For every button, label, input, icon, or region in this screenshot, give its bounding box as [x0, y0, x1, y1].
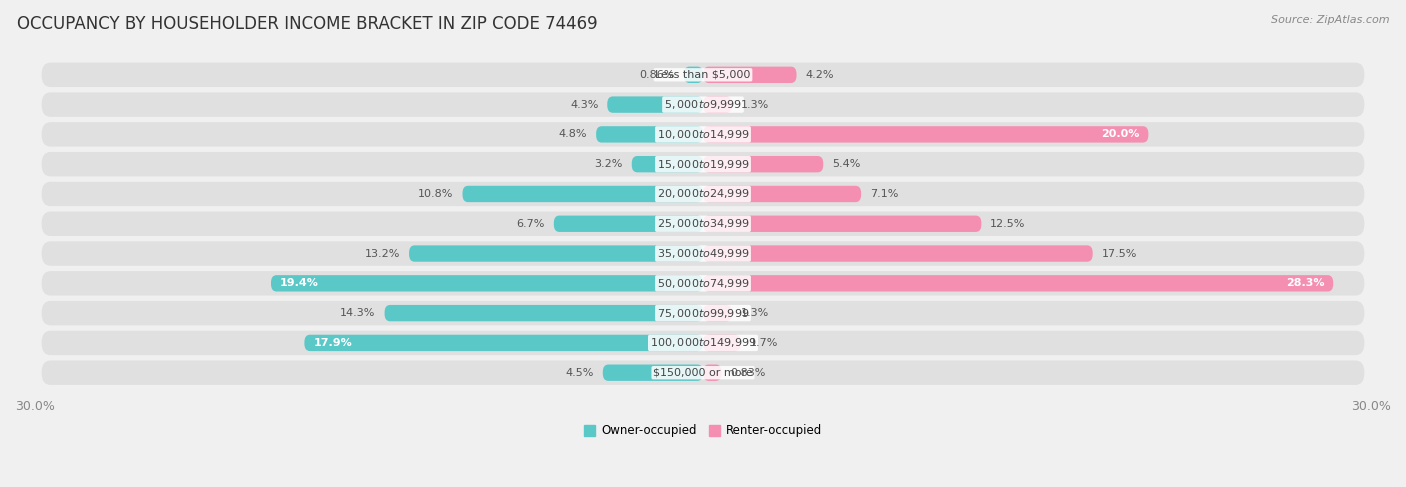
FancyBboxPatch shape: [703, 216, 981, 232]
Text: $10,000 to $14,999: $10,000 to $14,999: [657, 128, 749, 141]
FancyBboxPatch shape: [409, 245, 703, 262]
Text: 17.5%: 17.5%: [1102, 248, 1137, 259]
FancyBboxPatch shape: [42, 271, 1364, 296]
Text: 6.7%: 6.7%: [516, 219, 546, 229]
Text: $50,000 to $74,999: $50,000 to $74,999: [657, 277, 749, 290]
FancyBboxPatch shape: [631, 156, 703, 172]
Text: 5.4%: 5.4%: [832, 159, 860, 169]
FancyBboxPatch shape: [703, 275, 1333, 292]
Text: 19.4%: 19.4%: [280, 279, 319, 288]
Text: 4.2%: 4.2%: [806, 70, 834, 80]
Text: $75,000 to $99,999: $75,000 to $99,999: [657, 307, 749, 319]
FancyBboxPatch shape: [42, 301, 1364, 325]
Text: Less than $5,000: Less than $5,000: [655, 70, 751, 80]
FancyBboxPatch shape: [42, 211, 1364, 236]
FancyBboxPatch shape: [703, 186, 860, 202]
FancyBboxPatch shape: [703, 245, 1092, 262]
FancyBboxPatch shape: [703, 156, 824, 172]
Text: $25,000 to $34,999: $25,000 to $34,999: [657, 217, 749, 230]
Text: 4.3%: 4.3%: [569, 100, 599, 110]
Text: 4.5%: 4.5%: [565, 368, 593, 378]
FancyBboxPatch shape: [703, 67, 797, 83]
FancyBboxPatch shape: [463, 186, 703, 202]
Text: 1.7%: 1.7%: [749, 338, 778, 348]
FancyBboxPatch shape: [304, 335, 703, 351]
Text: 13.2%: 13.2%: [364, 248, 401, 259]
Text: $15,000 to $19,999: $15,000 to $19,999: [657, 158, 749, 170]
FancyBboxPatch shape: [703, 305, 733, 321]
FancyBboxPatch shape: [607, 96, 703, 113]
Text: 7.1%: 7.1%: [870, 189, 898, 199]
Text: 0.83%: 0.83%: [730, 368, 766, 378]
Text: 10.8%: 10.8%: [418, 189, 454, 199]
FancyBboxPatch shape: [703, 364, 721, 381]
FancyBboxPatch shape: [42, 152, 1364, 176]
Text: 14.3%: 14.3%: [340, 308, 375, 318]
Text: 0.86%: 0.86%: [640, 70, 675, 80]
FancyBboxPatch shape: [42, 93, 1364, 117]
FancyBboxPatch shape: [596, 126, 703, 143]
Text: $5,000 to $9,999: $5,000 to $9,999: [664, 98, 742, 111]
Text: 17.9%: 17.9%: [314, 338, 352, 348]
FancyBboxPatch shape: [42, 360, 1364, 385]
Text: $100,000 to $149,999: $100,000 to $149,999: [650, 337, 756, 349]
FancyBboxPatch shape: [385, 305, 703, 321]
Text: 1.3%: 1.3%: [741, 308, 769, 318]
Legend: Owner-occupied, Renter-occupied: Owner-occupied, Renter-occupied: [579, 419, 827, 442]
Text: 3.2%: 3.2%: [595, 159, 623, 169]
FancyBboxPatch shape: [42, 242, 1364, 266]
Text: 20.0%: 20.0%: [1101, 130, 1139, 139]
Text: 12.5%: 12.5%: [990, 219, 1025, 229]
FancyBboxPatch shape: [554, 216, 703, 232]
FancyBboxPatch shape: [42, 63, 1364, 87]
FancyBboxPatch shape: [42, 182, 1364, 206]
Text: $20,000 to $24,999: $20,000 to $24,999: [657, 187, 749, 201]
FancyBboxPatch shape: [703, 335, 741, 351]
FancyBboxPatch shape: [703, 96, 733, 113]
Text: 1.3%: 1.3%: [741, 100, 769, 110]
Text: OCCUPANCY BY HOUSEHOLDER INCOME BRACKET IN ZIP CODE 74469: OCCUPANCY BY HOUSEHOLDER INCOME BRACKET …: [17, 15, 598, 33]
Text: 4.8%: 4.8%: [558, 130, 588, 139]
FancyBboxPatch shape: [271, 275, 703, 292]
Text: $35,000 to $49,999: $35,000 to $49,999: [657, 247, 749, 260]
FancyBboxPatch shape: [42, 122, 1364, 147]
Text: 28.3%: 28.3%: [1286, 279, 1324, 288]
FancyBboxPatch shape: [703, 126, 1149, 143]
Text: Source: ZipAtlas.com: Source: ZipAtlas.com: [1271, 15, 1389, 25]
FancyBboxPatch shape: [683, 67, 703, 83]
FancyBboxPatch shape: [603, 364, 703, 381]
FancyBboxPatch shape: [42, 331, 1364, 355]
Text: $150,000 or more: $150,000 or more: [654, 368, 752, 378]
